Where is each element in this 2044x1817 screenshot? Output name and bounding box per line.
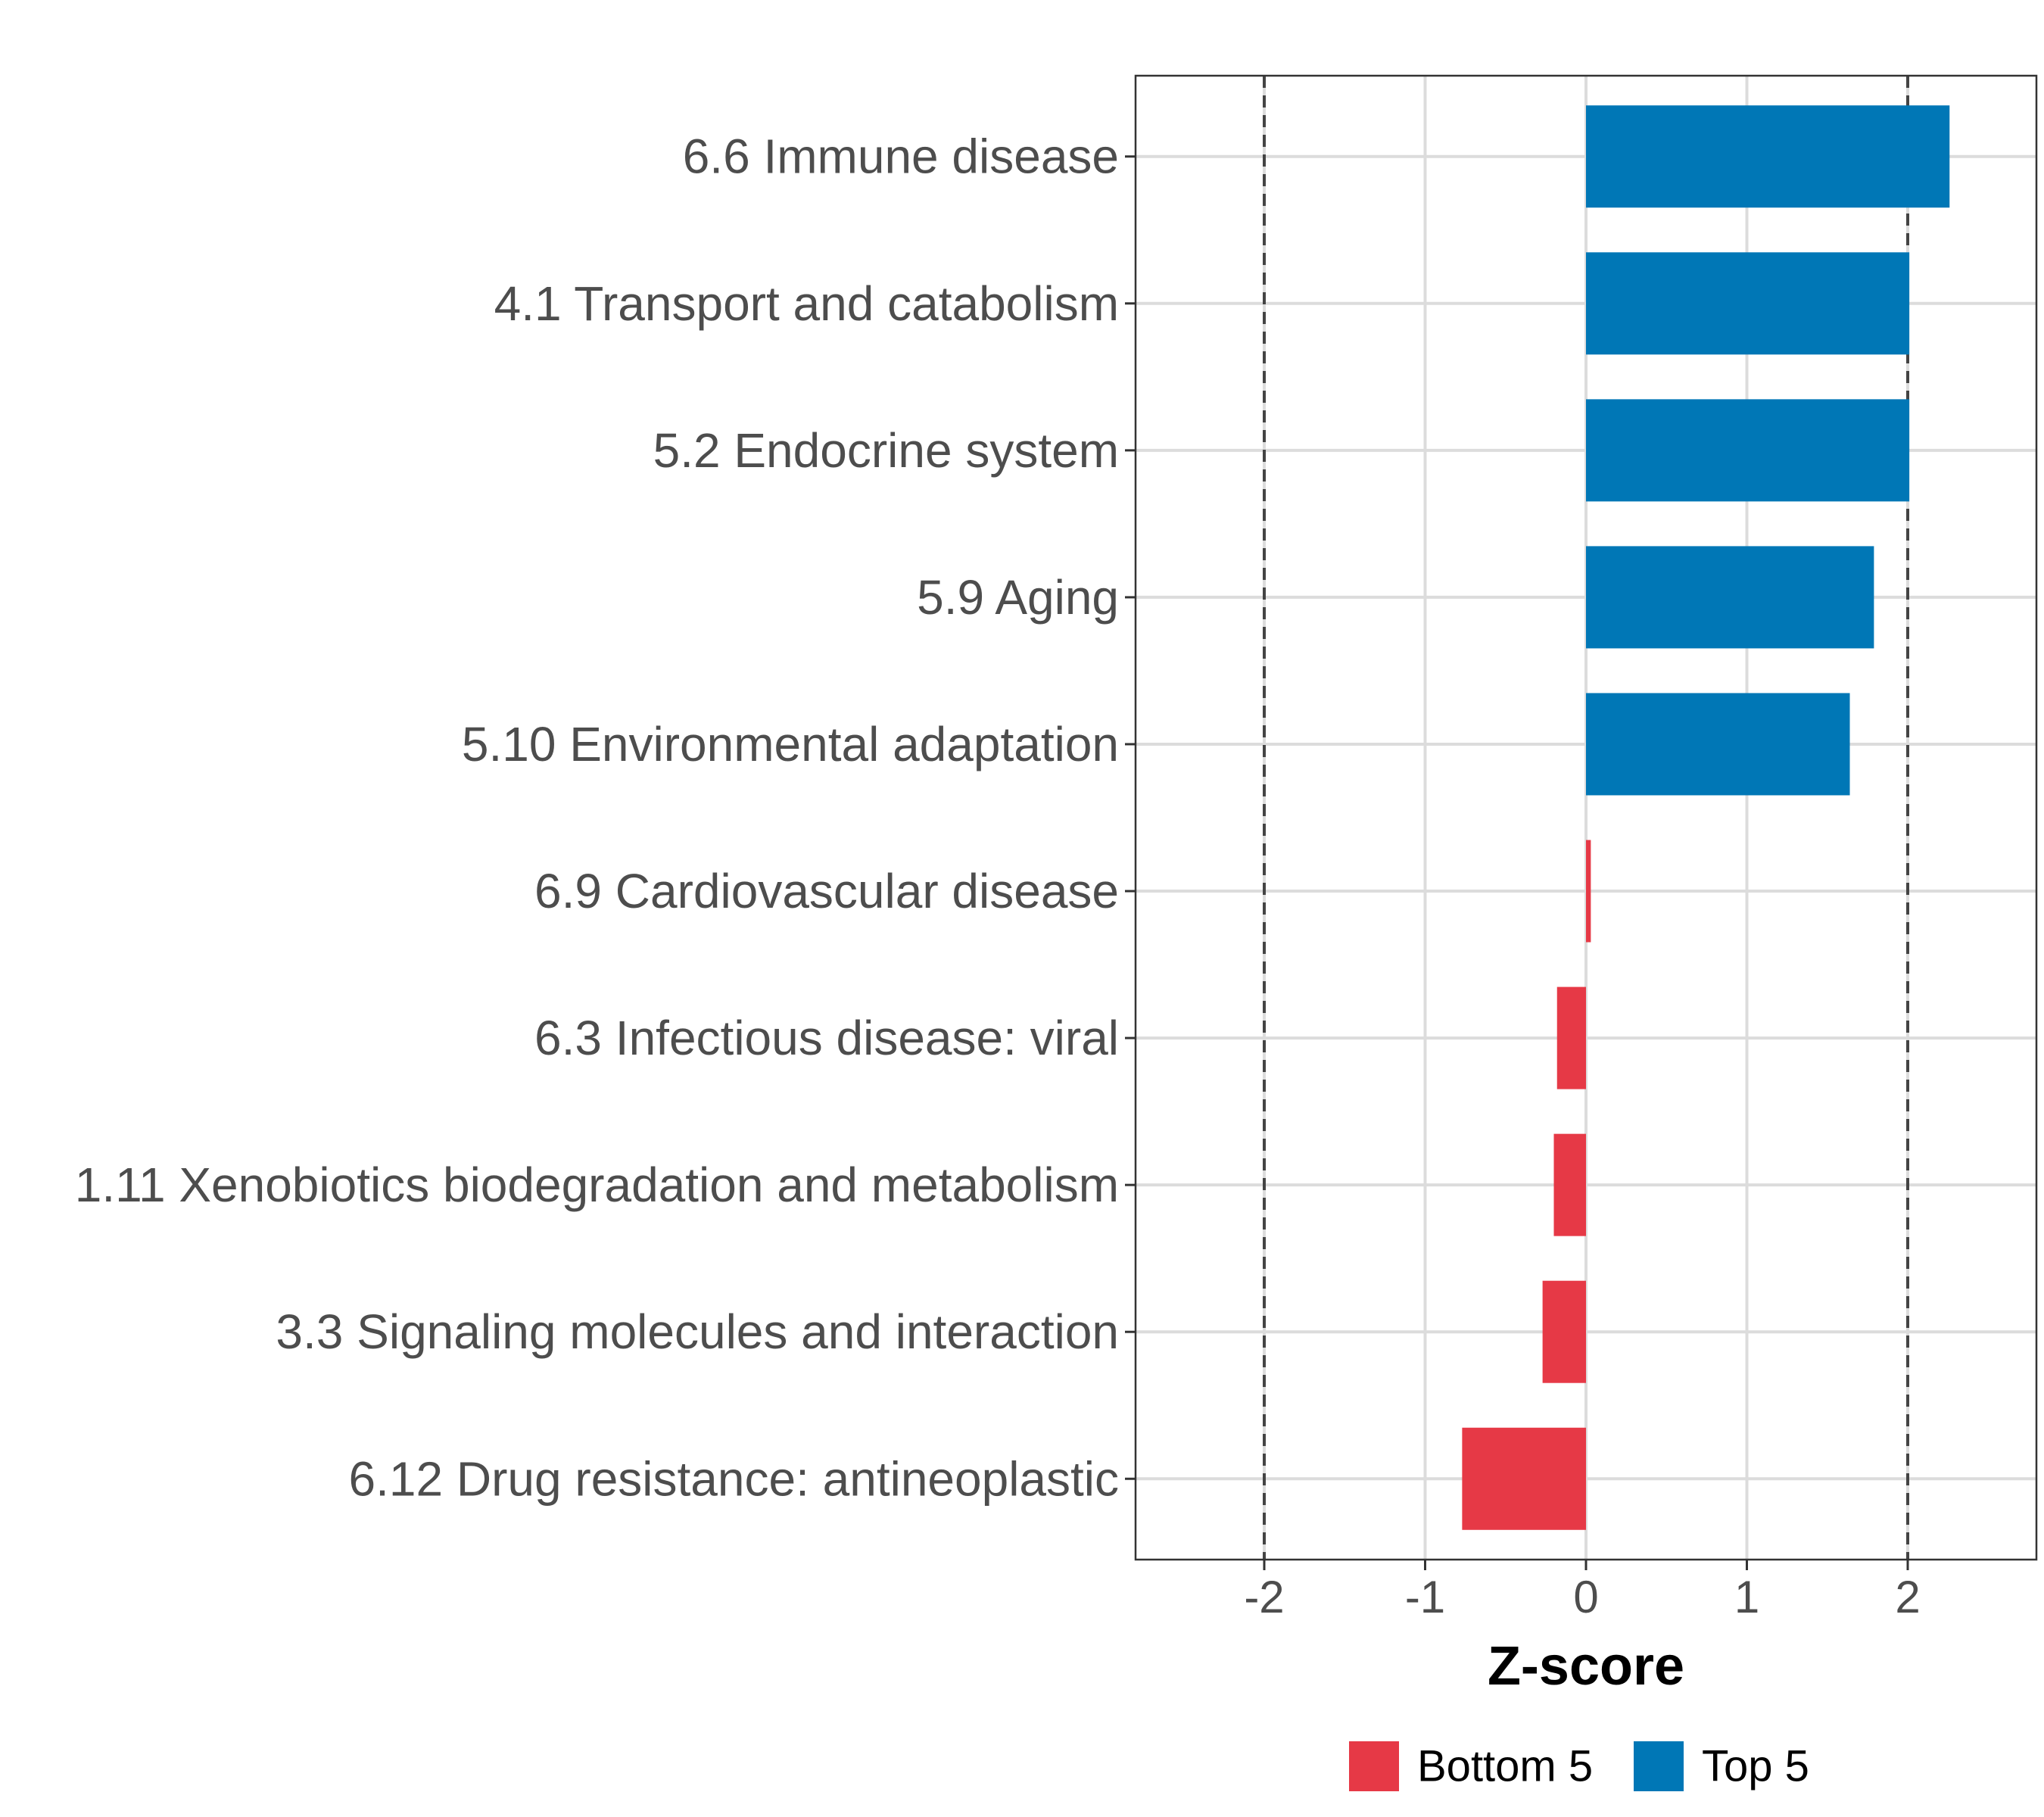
x-tick-label: 2 bbox=[1895, 1572, 1920, 1622]
legend-label: Top 5 bbox=[1702, 1742, 1809, 1791]
category-label: 1.11 Xenobiotics biodegradation and meta… bbox=[75, 1158, 1119, 1212]
category-label: 5.2 Endocrine system bbox=[653, 423, 1119, 478]
bar bbox=[1553, 1133, 1586, 1236]
category-label: 4.1 Transport and catabolism bbox=[494, 276, 1119, 331]
category-label: 6.9 Cardiovascular disease bbox=[534, 864, 1119, 918]
legend-label: Bottom 5 bbox=[1417, 1742, 1593, 1791]
x-tick-label: -1 bbox=[1405, 1572, 1445, 1622]
category-labels: 6.6 Immune disease 4.1 Transport and cata… bbox=[75, 129, 1119, 1507]
x-tick-label: -2 bbox=[1244, 1572, 1284, 1622]
bar bbox=[1586, 105, 1950, 208]
bar bbox=[1586, 399, 1910, 502]
category-label: 5.9 Aging bbox=[917, 570, 1119, 625]
bars bbox=[1462, 105, 1950, 1530]
bar bbox=[1586, 252, 1910, 355]
bar bbox=[1586, 693, 1850, 796]
category-label: 6.3 Infectious disease: viral bbox=[534, 1011, 1119, 1065]
category-label: 6.6 Immune disease bbox=[683, 129, 1119, 184]
bar bbox=[1462, 1427, 1586, 1530]
x-axis-title: Z-score bbox=[1488, 1636, 1684, 1697]
category-label: 5.10 Environmental adaptation bbox=[462, 717, 1119, 771]
bar bbox=[1586, 840, 1591, 943]
axis-ticks bbox=[1125, 155, 1909, 1570]
legend-key-top-5 bbox=[1634, 1741, 1684, 1791]
x-tick-label: 1 bbox=[1734, 1572, 1759, 1622]
bar bbox=[1586, 546, 1874, 649]
legend: Bottom 5 Top 5 bbox=[1349, 1741, 1809, 1791]
category-label: 6.12 Drug resistance: antineoplastic bbox=[349, 1451, 1119, 1506]
category-label: 3.3 Signaling molecules and interaction bbox=[276, 1304, 1119, 1359]
legend-key-bottom-5 bbox=[1349, 1741, 1399, 1791]
x-tick-labels: -2 -1 0 1 2 bbox=[1244, 1572, 1920, 1622]
bar bbox=[1542, 1280, 1586, 1383]
bar bbox=[1556, 986, 1586, 1089]
x-tick-label: 0 bbox=[1573, 1572, 1598, 1622]
